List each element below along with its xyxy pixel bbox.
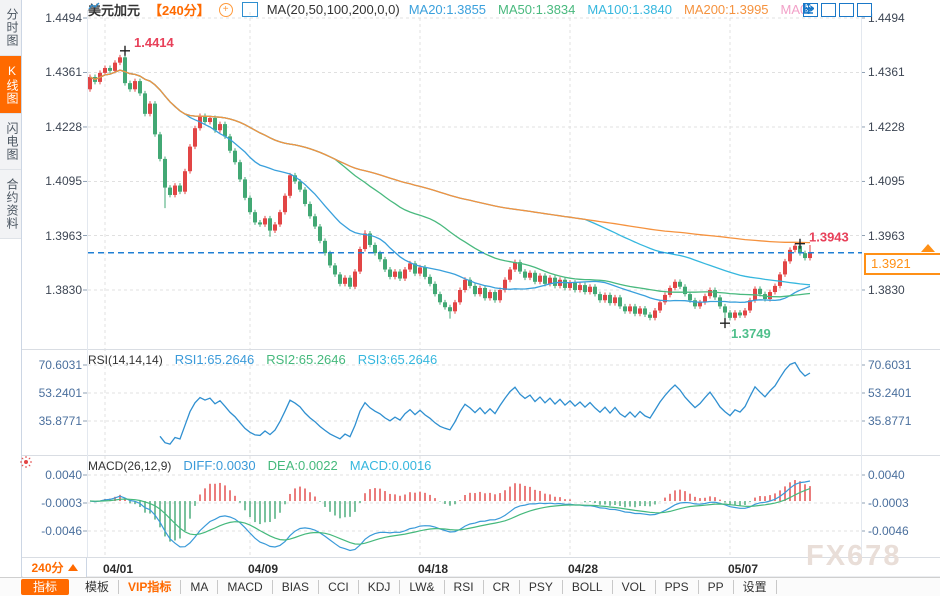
indicator-value-label: MA100:1.3840 [587, 2, 672, 17]
price-axis-label: 0.0040 [45, 468, 82, 482]
indicator-value-label: MA50:1.3834 [498, 2, 576, 17]
price-axis-label: 1.3963 [45, 228, 82, 243]
sidebar-tab-item[interactable]: 合约资料 [0, 170, 21, 239]
toolbar-item[interactable]: CCI [319, 580, 359, 594]
sidebar-tab-item[interactable]: 分时图 [0, 0, 21, 56]
macd-header: MACD(26,12,9) DIFF:0.0030 DEA:0.0022 MACD:… [88, 458, 431, 473]
macd-title: MACD(26,12,9) [88, 458, 172, 473]
symbol-name: 美元加元 [88, 3, 141, 18]
sidebar-tab-item[interactable]: 闪电图 [0, 114, 21, 170]
price-axis-label: -0.0046 [868, 524, 909, 538]
toolbar-item[interactable]: 设置 [734, 580, 777, 594]
date-label: 04/01 [103, 562, 134, 576]
toolbar-item[interactable]: 指标 [21, 579, 70, 595]
watermark: FX678 [806, 540, 902, 572]
rsi-header: RSI(14,14,14) RSI1:65.2646 RSI2:65.2646 RS… [88, 352, 437, 367]
price-axis-label: 1.3830 [45, 283, 82, 297]
indicator-value-label: RSI3:65.2646 [357, 352, 438, 367]
svg-text:1.4414: 1.4414 [134, 35, 175, 50]
price-axis-label: 35.8771 [868, 414, 912, 428]
sidebar-tab-active[interactable]: K线图 [0, 56, 21, 114]
ma-settings-label: MA(20,50,100,200,0,0) [266, 2, 400, 17]
svg-text:1.3749: 1.3749 [731, 326, 771, 341]
indicator-value-label: RSI2:65.2646 [266, 352, 346, 367]
date-label: 04/18 [418, 562, 449, 576]
indicator-value-label: DEA:0.0022 [267, 458, 338, 473]
indicator-value-label: MA200:1.3995 [683, 2, 769, 17]
price-axis-label: 35.8771 [38, 414, 82, 428]
indicator-value-label: MA20:1.3855 [408, 2, 487, 17]
toolbar-item[interactable]: VOL [613, 580, 656, 594]
price-axis-label: 53.2401 [38, 386, 82, 400]
price-axis-label: 1.4494 [868, 11, 905, 25]
toolbar-item[interactable]: PPS [656, 580, 699, 594]
indicator-value-label: DIFF:0.0030 [183, 458, 256, 473]
toolbar-item[interactable]: LW& [400, 580, 445, 594]
price-axis-label: 1.3963 [868, 228, 905, 243]
price-axis-label: -0.0003 [868, 496, 909, 510]
indicator-value-label: MACD:0.0016 [349, 458, 432, 473]
price-axis-label: 53.2401 [868, 386, 912, 400]
date-axis: 04/01 04/09 04/18 04/28 05/07 [0, 560, 940, 577]
toolbar-item[interactable]: RSI [445, 580, 484, 594]
price-axis-label: 1.4361 [868, 65, 905, 80]
shift-right-icon[interactable] [804, 3, 872, 17]
toolbar-item[interactable]: BOLL [563, 580, 613, 594]
line-chart-icon[interactable] [88, 2, 258, 17]
period-up-arrow-icon [67, 564, 78, 571]
last-price-tag: 1.3921 [864, 252, 940, 275]
left-price-axis: 1.4494 1.4361 1.4228 1.4095 1.3963 1.3830 70.6… [0, 0, 84, 596]
price-axis-label: -0.0003 [41, 496, 82, 510]
toolbar-item[interactable]: 模板 [76, 580, 120, 594]
period-selector[interactable]: 240分 [23, 558, 87, 577]
toolbar-item[interactable]: BIAS [273, 580, 320, 594]
toolbar-item[interactable]: PSY [520, 580, 563, 594]
right-price-axis: 1.4494 1.4361 1.4228 1.4095 1.3963 1.3830 70.6… [866, 0, 940, 596]
compress-x-icon[interactable] [803, 3, 836, 17]
price-axis-label: 0.0040 [868, 468, 905, 482]
price-axis-label: -0.0046 [41, 524, 82, 538]
toolbar-item[interactable]: CR [484, 580, 520, 594]
svg-text:1.3943: 1.3943 [809, 230, 849, 245]
chart-header: 美元加元 【240分】 + MA(20,50,100,200,0,0) MA20… [88, 1, 807, 18]
date-label: 05/07 [728, 562, 759, 576]
price-axis-label: 1.4095 [45, 174, 82, 189]
indicator-toolbar: 指标 模板 VIP指标 MA MACD BIAS CCI KDJ LW& RSI CR PSY BOLL… [0, 577, 940, 596]
timeframe-label: 【240分】 [149, 3, 210, 18]
indicator-value-label: MA0 [780, 2, 808, 17]
price-axis-label: 1.3830 [868, 283, 905, 297]
toolbar-item[interactable]: MA [181, 580, 219, 594]
chart-tool-icons [803, 3, 872, 17]
price-axis-label: 1.4494 [45, 11, 82, 25]
ma-values: MA20:1.3855 MA50:1.3834 MA100:1.3840 MA200:… [409, 2, 808, 17]
date-label: 04/28 [568, 562, 599, 576]
macd-values: DIFF:0.0030 DEA:0.0022 MACD:0.0016 [183, 458, 431, 473]
price-arrow-icon [921, 243, 935, 252]
price-axis-label: 70.6031 [868, 358, 912, 372]
price-axis-label: 1.4361 [45, 65, 82, 80]
rsi-values: RSI1:65.2646 RSI2:65.2646 RSI3:65.2646 [175, 352, 438, 367]
price-axis-label: 70.6031 [38, 358, 82, 372]
sidebar: 分时图 K线图 闪电图 合约资料 [0, 0, 22, 577]
price-axis-label: 1.4228 [868, 119, 905, 134]
indicator-value-label: RSI1:65.2646 [174, 352, 255, 367]
toolbar-item[interactable]: KDJ [359, 580, 401, 594]
expand-x-icon[interactable] [803, 3, 854, 17]
price-axis-label: 1.4095 [868, 174, 905, 189]
date-label: 04/09 [248, 562, 279, 576]
period-selector-label: 240分 [31, 561, 64, 575]
toolbar-item[interactable]: VIP指标 [119, 580, 182, 594]
price-axis-label: 1.4228 [45, 119, 82, 134]
add-indicator-icon[interactable]: + [218, 2, 233, 17]
toolbar-item[interactable]: MACD [218, 580, 273, 594]
rsi-title: RSI(14,14,14) [88, 352, 163, 367]
toolbar-item[interactable]: PP [699, 580, 734, 594]
